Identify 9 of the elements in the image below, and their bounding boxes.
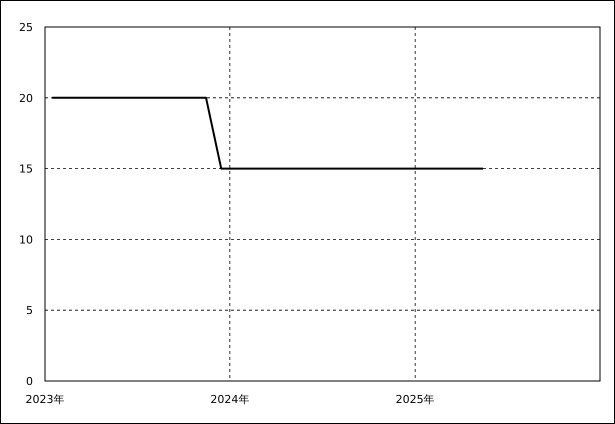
y-tick-label: 25 bbox=[19, 21, 33, 34]
x-tick-label: 2024年 bbox=[210, 393, 250, 406]
x-tick-label: 2023年 bbox=[26, 393, 64, 406]
y-tick-label: 10 bbox=[19, 233, 33, 246]
x-tick-label: 2025年 bbox=[396, 393, 435, 406]
y-tick-label: 15 bbox=[19, 162, 33, 176]
y-tick-label: 20 bbox=[19, 92, 33, 105]
y-tick-label: 5 bbox=[26, 304, 33, 318]
y-tick-label: 0 bbox=[26, 375, 33, 388]
